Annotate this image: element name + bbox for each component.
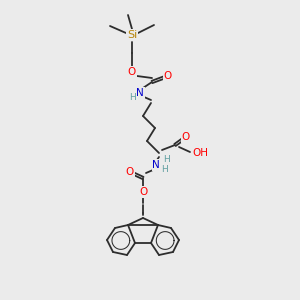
Text: N: N	[152, 160, 160, 170]
Text: Si: Si	[127, 30, 137, 40]
Text: H: H	[163, 155, 170, 164]
Text: O: O	[164, 71, 172, 81]
Text: N: N	[136, 88, 144, 98]
Text: O: O	[128, 67, 136, 77]
Text: O: O	[126, 167, 134, 177]
Text: O: O	[139, 187, 147, 197]
Text: H: H	[130, 92, 136, 101]
Text: H: H	[160, 164, 167, 173]
Text: O: O	[182, 132, 190, 142]
Text: OH: OH	[192, 148, 208, 158]
